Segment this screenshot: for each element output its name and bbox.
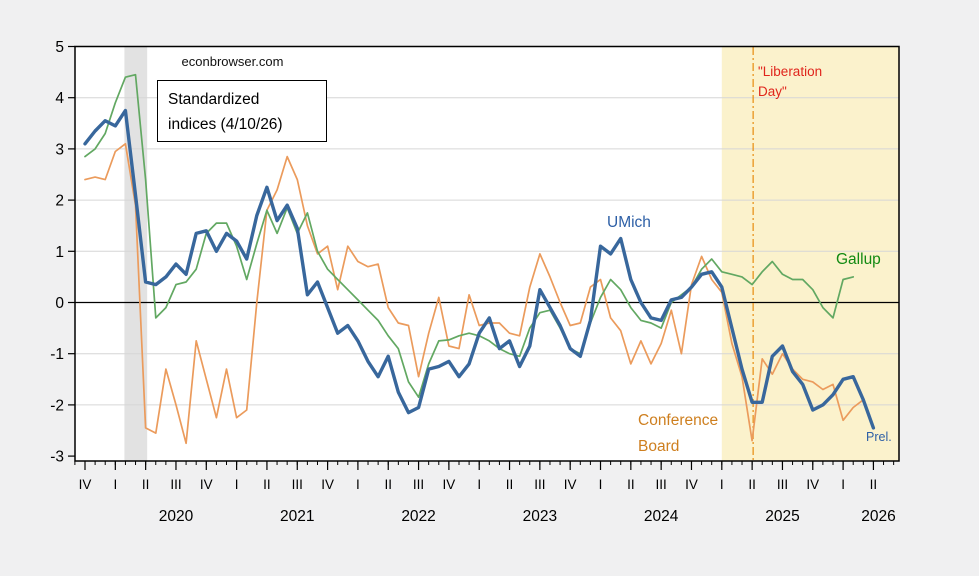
y-tick-label-5: 5: [55, 39, 64, 56]
x-quarter-label: IV: [685, 477, 698, 492]
annotation-box: Standardized indices (4/10/26): [157, 80, 327, 142]
x-quarter-label: III: [777, 477, 788, 492]
x-quarter-label: I: [477, 477, 481, 492]
gallup-series-label: Gallup: [836, 251, 881, 268]
x-quarter-label: II: [506, 477, 514, 492]
x-quarter-label: I: [113, 477, 117, 492]
x-quarter-label: II: [627, 477, 635, 492]
y-tick-label--2: -2: [50, 397, 64, 414]
x-year-label-2026: 2026: [861, 508, 895, 525]
conference-board-series-label-line2: Board: [638, 438, 680, 455]
annotation-box-line1: Standardized: [168, 91, 260, 108]
x-quarter-label: III: [292, 477, 303, 492]
x-quarter-label: I: [720, 477, 724, 492]
x-quarter-label: I: [356, 477, 360, 492]
umich-series-label: UMich: [607, 214, 651, 231]
x-quarter-label: IV: [79, 477, 92, 492]
x-quarter-label: IV: [564, 477, 577, 492]
x-year-label-2023: 2023: [523, 508, 557, 525]
preliminary-note: Prel.: [866, 430, 892, 444]
plot-frame: [74, 45, 900, 462]
x-quarter-label: II: [870, 477, 878, 492]
x-quarter-label: II: [263, 477, 271, 492]
x-quarter-label: III: [170, 477, 181, 492]
x-quarter-label: II: [748, 477, 756, 492]
annotation-box-line2: indices (4/10/26): [168, 116, 283, 133]
x-quarter-label: IV: [443, 477, 456, 492]
x-quarter-label: IV: [321, 477, 334, 492]
x-year-label-2020: 2020: [159, 508, 194, 525]
x-quarter-label: IV: [806, 477, 819, 492]
y-tick-label--3: -3: [50, 449, 64, 466]
liberation-day-label-line1: "Liberation: [758, 64, 823, 79]
x-quarter-label: I: [841, 477, 845, 492]
liberation-day-label-line2: Day": [758, 84, 787, 99]
y-tick-label--1: -1: [50, 346, 64, 363]
2025-highlight-band: [721, 46, 899, 461]
x-axis: IV I II III IV I II III IV I II III IV I II III IV I II III…: [74, 461, 896, 525]
x-year-label-2025: 2025: [765, 508, 799, 525]
x-quarter-label: I: [599, 477, 603, 492]
x-quarter-label: I: [235, 477, 239, 492]
series-line-conference-board: [84, 142, 865, 445]
liberation-day-label: "Liberation Day": [758, 62, 822, 102]
x-quarter-label: III: [656, 477, 667, 492]
x-quarter-label: IV: [200, 477, 213, 492]
y-tick-label-1: 1: [55, 244, 64, 261]
x-quarter-label: III: [534, 477, 545, 492]
x-quarter-label: III: [413, 477, 424, 492]
x-year-label-2022: 2022: [401, 508, 435, 525]
y-tick-label-0: 0: [55, 295, 64, 312]
y-axis: 5 4 3 2 1 0 -1 -2 -3: [50, 39, 75, 466]
x-year-label-2021: 2021: [280, 508, 314, 525]
series-line-umich: [83, 108, 876, 430]
series-line-gallup: [84, 73, 855, 399]
x-quarter-label: II: [384, 477, 392, 492]
y-tick-label-2: 2: [55, 193, 64, 210]
x-year-label-2024: 2024: [644, 508, 679, 525]
conference-board-series-label: Conference Board: [638, 408, 718, 460]
conference-board-series-label-line1: Conference: [638, 412, 719, 429]
watermark-text: econbrowser.com: [181, 54, 284, 69]
y-tick-label-3: 3: [55, 141, 64, 158]
y-tick-label-4: 4: [55, 90, 64, 107]
x-quarter-label: II: [142, 477, 150, 492]
